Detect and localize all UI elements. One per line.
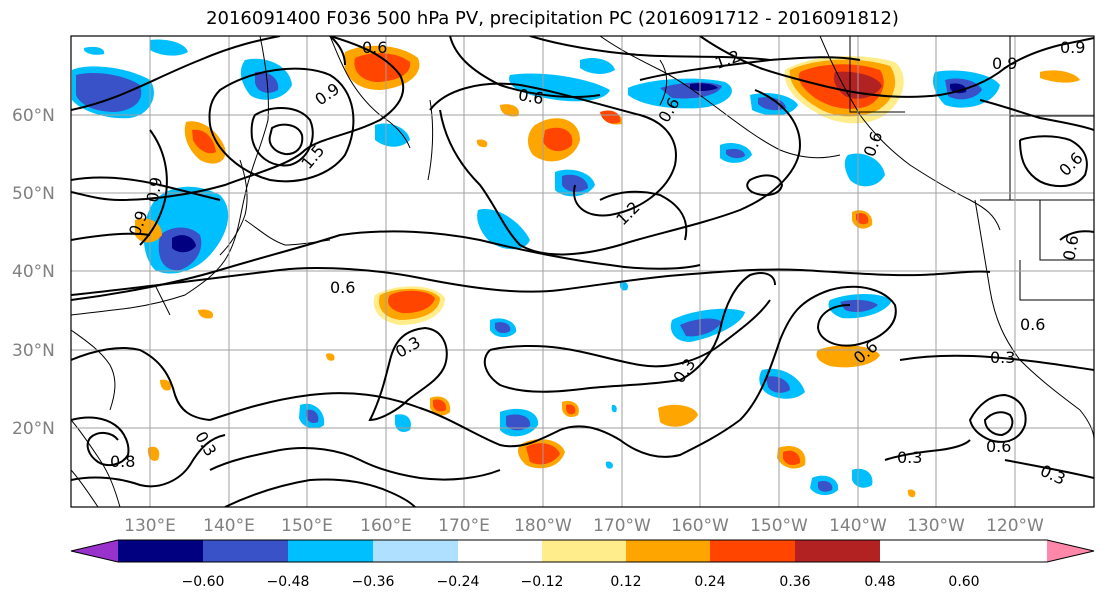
lon-label: 140°W [829,516,887,536]
map-frame [70,35,1095,508]
lon-label: 180°W [514,516,572,536]
contour-label: 0.9 [143,175,166,203]
colorbar-segment [203,540,288,562]
lat-lon-grid [71,36,1094,507]
contour-label: 0.9 [992,54,1017,73]
lon-label: 140°E [203,516,255,536]
colorbar-segment [626,540,710,562]
lon-label: 150°E [281,516,333,536]
colorbar-tick-label: −0.36 [352,574,395,590]
contour-label: 0.6 [1020,315,1045,334]
lon-label: 170°W [593,516,651,536]
colorbar-segment [373,540,458,562]
contour-label: 0.6 [1059,234,1082,262]
colorbar-segment [710,540,795,562]
lat-label: 60°N [12,106,55,126]
political-borders [849,36,1094,301]
colorbar-segment [458,540,542,562]
lon-label: 160°W [671,516,729,536]
colorbar-extend-low [71,540,118,562]
contour-label: 0.6 [517,85,545,108]
colorbar-segment [542,540,626,562]
colorbar-tick-label: 0.24 [694,574,725,590]
contour-label: 0.6 [986,437,1011,456]
lon-label: 120°W [986,516,1044,536]
lon-label: 130°E [124,516,176,536]
colorbar-tick-label: −0.24 [437,574,480,590]
lon-label: 150°W [750,516,808,536]
lat-label: 50°N [12,184,55,204]
colorbar-extend-high [1047,540,1094,562]
colorbar-outline [70,539,1095,563]
colorbar: −0.60 −0.48 −0.36 −0.24 −0.12 0.12 0.24 … [70,539,1095,590]
lon-label: 130°W [907,516,965,536]
colorbar-tick-label: −0.60 [182,574,225,590]
latitude-labels: 60°N 50°N 40°N 30°N 20°N [12,106,55,439]
pv-contours [71,36,1094,507]
lon-label: 170°E [438,516,490,536]
precip-shading [72,39,1080,498]
colorbar-tick-label: 0.48 [864,574,895,590]
lat-label: 40°N [12,262,55,282]
colorbar-tick-label: −0.12 [521,574,564,590]
map-title: 2016091400 F036 500 hPa PV, precipitatio… [206,8,899,29]
colorbar-segment [118,540,203,562]
lat-label: 30°N [12,341,55,361]
lon-label: 160°E [360,516,412,536]
contour-label: 0.3 [990,348,1015,367]
colorbar-tick-label: 0.12 [610,574,641,590]
contour-label: 0.6 [362,38,387,57]
colorbar-tick-label: −0.48 [267,574,310,590]
lat-label: 20°N [12,419,55,439]
longitude-labels: 130°E 140°E 150°E 160°E 170°E 180°W 170°… [124,516,1044,536]
contour-label: 0.6 [330,278,355,297]
colorbar-tick-label: 0.60 [948,574,979,590]
contour-label: 0.8 [110,452,135,471]
colorbar-segment [795,540,880,562]
contour-label: 0.3 [897,448,922,467]
contour-label: 0.9 [1060,38,1085,57]
colorbar-tick-label: 0.36 [779,574,810,590]
colorbar-segment [288,540,373,562]
